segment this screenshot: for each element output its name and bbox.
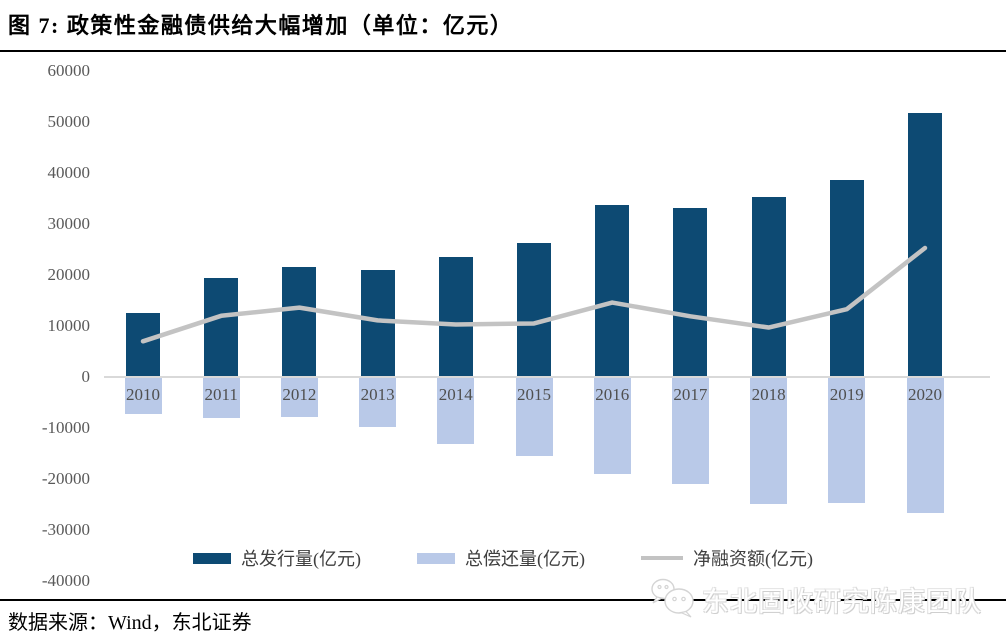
y-axis-tick-label: 10000 <box>47 316 91 335</box>
repayment-bar <box>906 378 944 514</box>
y-axis-tick-label: -30000 <box>41 520 90 539</box>
repayment-bar <box>359 378 397 428</box>
x-axis-year-label: 2011 <box>204 385 238 404</box>
y-axis-tick-label: 40000 <box>47 163 91 182</box>
issuance-bar <box>282 266 317 377</box>
y-axis-tick-label: 60000 <box>47 61 91 80</box>
x-axis-year-label: 2020 <box>908 385 942 404</box>
x-axis-year-label: 2019 <box>829 385 864 404</box>
figure-title: 图 7: 政策性金融债供给大幅增加（单位：亿元） <box>8 13 514 38</box>
y-axis-tick-label: -10000 <box>41 418 90 437</box>
repayment-bar <box>671 378 709 484</box>
legend-item-net: 净融资额(亿元) <box>641 545 813 571</box>
issuance-swatch <box>193 552 231 564</box>
legend-label-net: 净融资额(亿元) <box>693 549 813 569</box>
x-axis-year-label: 2018 <box>751 385 786 404</box>
x-axis-year-label: 2015 <box>517 385 551 404</box>
x-axis-year-label: 2010 <box>126 385 160 404</box>
legend-label-issuance: 总发行量(亿元) <box>241 549 361 569</box>
y-axis-tick-label: -40000 <box>41 571 90 590</box>
x-axis-year-label: 2012 <box>282 385 317 404</box>
net-line-swatch <box>641 556 683 560</box>
x-axis-year-label: 2016 <box>595 385 630 404</box>
x-axis-year-label: 2014 <box>438 385 473 404</box>
repayment-bar <box>437 378 475 445</box>
repayment-bar <box>515 378 553 457</box>
chart-legend: 总发行量(亿元) 总偿还量(亿元) 净融资额(亿元) <box>0 540 1006 576</box>
footer-divider <box>0 599 1006 601</box>
legend-label-repayment: 总偿还量(亿元) <box>465 549 585 569</box>
repayment-bar <box>202 378 240 418</box>
repayment-bar <box>280 378 318 418</box>
x-axis-year-label: 2013 <box>360 385 395 404</box>
y-axis-tick-label: 20000 <box>47 265 91 284</box>
issuance-bar <box>908 113 942 377</box>
zero-axis-line <box>104 376 990 378</box>
issuance-bar <box>126 312 160 377</box>
repayment-bar <box>593 378 631 475</box>
issuance-bar <box>673 207 708 377</box>
issuance-bar <box>595 204 630 377</box>
watermark: 东北固收研究陈康团队 <box>648 576 982 622</box>
issuance-bar <box>517 242 551 377</box>
repayment-swatch <box>417 552 455 564</box>
watermark-text: 东北固收研究陈康团队 <box>702 586 982 617</box>
title-divider <box>0 50 1006 52</box>
issuance-bar <box>829 179 864 377</box>
issuance-bar <box>204 278 239 377</box>
repayment-bar <box>124 378 162 414</box>
data-source: 数据来源：Wind，东北证券 <box>8 612 252 634</box>
repayment-bar <box>750 378 788 505</box>
repayment-bar <box>828 378 866 504</box>
issuance-bar <box>438 257 473 377</box>
y-axis-tick-label: 0 <box>81 367 91 386</box>
y-axis-tick-label: -20000 <box>41 469 90 488</box>
y-axis-tick-label: 30000 <box>47 214 91 233</box>
wechat-icon <box>651 578 694 618</box>
x-axis-year-label: 2017 <box>673 385 708 404</box>
issuance-bar <box>360 270 395 377</box>
legend-item-issuance: 总发行量(亿元) <box>193 545 361 571</box>
issuance-bar <box>751 197 786 377</box>
legend-item-repayment: 总偿还量(亿元) <box>417 545 585 571</box>
y-axis-tick-label: 50000 <box>47 112 91 131</box>
